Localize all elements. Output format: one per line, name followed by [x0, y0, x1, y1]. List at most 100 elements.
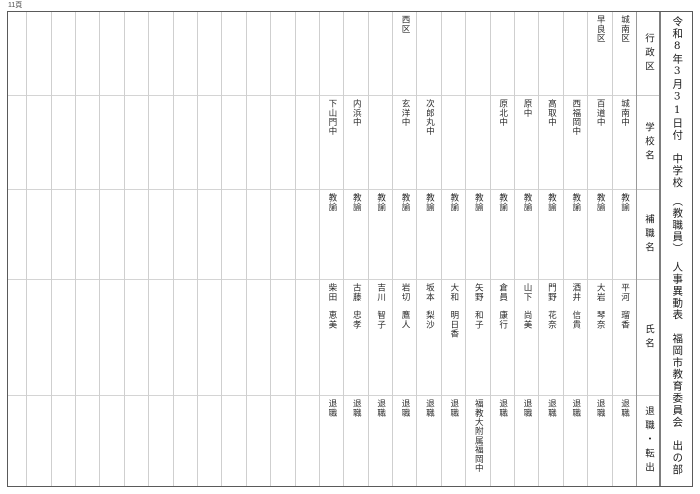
table-cell-ward	[295, 12, 319, 96]
table-cell-post: 教諭	[417, 190, 441, 280]
table-cell-ward	[100, 12, 124, 96]
table-cell-name	[271, 280, 295, 396]
table-column	[196, 12, 222, 486]
table-cell-name	[76, 280, 100, 396]
table-cell-ward	[563, 12, 588, 96]
cell-text: 教諭	[497, 193, 508, 212]
table-cell-school	[222, 96, 246, 190]
table-cell-out: 退職	[369, 396, 392, 486]
cell-text: 教諭	[522, 193, 533, 212]
table-cell-out	[8, 396, 26, 486]
cell-text: 退職	[546, 399, 557, 418]
row-header-column: 行政区 学校名 補職名 氏名 退職・転出	[636, 12, 661, 486]
table-column: 教諭矢野 和子福教大附属福岡中	[465, 12, 490, 486]
table-cell-name	[27, 280, 51, 396]
table-column	[245, 12, 271, 486]
cell-text: 退職	[595, 399, 606, 418]
table-cell-post: 教諭	[563, 190, 588, 280]
table-cell-post	[197, 190, 222, 280]
cell-text: 平河 瑠香	[619, 283, 630, 329]
cell-text: 大和 明日香	[448, 283, 459, 339]
table-cell-name	[8, 280, 27, 396]
table-cell-school: 城南中	[612, 96, 636, 190]
table-cell-name: 平河 瑠香	[612, 280, 636, 396]
table-column	[26, 12, 51, 486]
table-cell-school: 原北中	[490, 96, 515, 190]
cell-text: 教諭	[546, 193, 557, 212]
cell-text: 退職	[326, 399, 337, 418]
cell-text: 矢野 和子	[473, 283, 484, 329]
cell-text: 高取中	[546, 99, 557, 127]
table-cell-out	[149, 396, 172, 486]
table-cell-out: 退職	[393, 396, 416, 486]
table-cell-school	[466, 96, 490, 190]
table-cell-post	[124, 190, 149, 280]
table-column	[8, 12, 27, 486]
cell-text: 退職	[351, 399, 362, 418]
page-number-label: 11頁	[8, 2, 23, 9]
table-cell-name: 古藤 忠孝	[344, 280, 368, 396]
cell-text: 教諭	[473, 193, 484, 212]
table-cell-post	[295, 190, 319, 280]
cell-text: 柴田 恵美	[326, 283, 337, 329]
table-cell-ward	[76, 12, 100, 96]
table-cell-post	[100, 190, 124, 280]
table-cell-ward: 城南区	[612, 12, 636, 96]
table-cell-ward	[344, 12, 368, 96]
cell-text: 大岩 琴奈	[595, 283, 606, 329]
cell-text: 退職	[497, 399, 508, 418]
table-grid: 令和8年3月31日付 中学校 （教職員） 人事異動表 福岡市教育委員会 出の部 …	[8, 12, 692, 486]
table-cell-ward	[319, 12, 344, 96]
cell-text: 倉員 康行	[497, 283, 508, 329]
table-cell-post	[51, 190, 76, 280]
table-cell-ward	[124, 12, 149, 96]
table-cell-name: 坂本 梨沙	[417, 280, 441, 396]
table-cell-ward	[271, 12, 295, 96]
table-cell-out	[27, 396, 50, 486]
cell-text: 古藤 忠孝	[351, 283, 362, 329]
table-cell-name: 吉川 智子	[368, 280, 393, 396]
cell-text: 山下 尚美	[522, 283, 533, 329]
row-header-school: 学校名	[637, 96, 659, 190]
table-cell-post	[246, 190, 271, 280]
personnel-transfer-table: 令和8年3月31日付 中学校 （教職員） 人事異動表 福岡市教育委員会 出の部 …	[7, 11, 693, 487]
table-cell-ward	[539, 12, 563, 96]
table-cell-out: 退職	[564, 396, 587, 486]
table-cell-ward	[222, 12, 246, 96]
table-cell-out: 退職	[442, 396, 465, 486]
cell-text: 城南区	[619, 15, 630, 43]
cell-text: 西区	[400, 15, 411, 34]
table-cell-school	[197, 96, 222, 190]
table-cell-school	[76, 96, 100, 190]
table-cell-school	[8, 96, 27, 190]
table-cell-out: 退職	[491, 396, 514, 486]
cell-text: 退職	[375, 399, 386, 418]
table-cell-name	[51, 280, 76, 396]
table-cell-post: 教諭	[490, 190, 515, 280]
table-cell-ward	[466, 12, 490, 96]
table-cell-name: 柴田 恵美	[319, 280, 344, 396]
document-title-column: 令和8年3月31日付 中学校 （教職員） 人事異動表 福岡市教育委員会 出の部	[661, 12, 692, 486]
table-cell-post	[271, 190, 295, 280]
cell-text: 吉川 智子	[375, 283, 386, 329]
table-cell-school: 下山門中	[319, 96, 344, 190]
cell-text: 退職	[424, 399, 435, 418]
table-cell-ward: 早良区	[588, 12, 612, 96]
cell-text: 退職	[619, 399, 630, 418]
table-cell-out: 退職	[320, 396, 343, 486]
table-cell-school	[51, 96, 76, 190]
cell-text: 退職	[400, 399, 411, 418]
table-cell-out	[100, 396, 123, 486]
table-cell-school	[246, 96, 271, 190]
table-cell-post: 教諭	[612, 190, 636, 280]
table-cell-out: 退職	[539, 396, 562, 486]
table-cell-name: 酒井 信貴	[563, 280, 588, 396]
table-cell-school	[271, 96, 295, 190]
table-cell-out: 退職	[613, 396, 636, 486]
table-cell-school	[368, 96, 393, 190]
table-cell-out: 福教大附属福岡中	[466, 396, 489, 486]
table-cell-out	[271, 396, 294, 486]
table-cell-name: 門野 花奈	[539, 280, 563, 396]
cell-text: 城南中	[619, 99, 630, 127]
